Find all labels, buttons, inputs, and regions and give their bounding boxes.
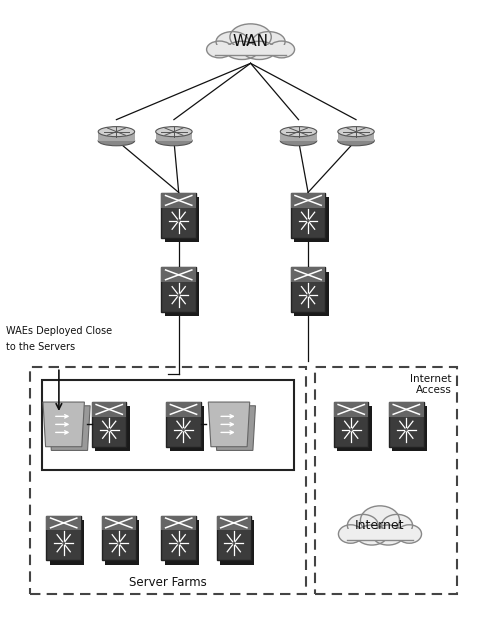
Text: WAEs Deployed Close: WAEs Deployed Close <box>6 326 112 336</box>
Ellipse shape <box>397 525 422 543</box>
Circle shape <box>405 428 408 432</box>
Bar <box>389 402 424 417</box>
Bar <box>215 45 286 55</box>
Ellipse shape <box>281 136 317 146</box>
Ellipse shape <box>156 126 192 136</box>
FancyBboxPatch shape <box>389 402 424 447</box>
Polygon shape <box>43 402 84 447</box>
FancyBboxPatch shape <box>291 193 325 238</box>
Ellipse shape <box>243 41 276 60</box>
Polygon shape <box>208 402 250 447</box>
Bar <box>161 516 196 530</box>
Bar <box>102 516 136 530</box>
Text: Server Farms: Server Farms <box>129 576 207 589</box>
Ellipse shape <box>338 525 363 543</box>
Bar <box>215 45 286 56</box>
FancyBboxPatch shape <box>291 267 325 312</box>
Ellipse shape <box>356 525 388 545</box>
Circle shape <box>307 293 309 297</box>
Bar <box>347 529 414 541</box>
Text: Internet: Internet <box>355 519 405 532</box>
FancyBboxPatch shape <box>220 520 254 564</box>
Bar <box>46 516 81 530</box>
Bar <box>216 516 251 530</box>
FancyBboxPatch shape <box>95 406 130 451</box>
FancyBboxPatch shape <box>337 406 372 451</box>
Text: to the Servers: to the Servers <box>6 342 75 352</box>
Ellipse shape <box>230 24 271 50</box>
Ellipse shape <box>348 515 378 536</box>
Text: Internet
Access: Internet Access <box>410 374 452 395</box>
FancyBboxPatch shape <box>102 516 136 560</box>
FancyBboxPatch shape <box>165 520 200 564</box>
Bar <box>98 131 134 141</box>
Ellipse shape <box>98 126 134 136</box>
Ellipse shape <box>98 136 134 146</box>
Ellipse shape <box>226 41 258 60</box>
Circle shape <box>118 541 120 545</box>
Bar <box>338 131 374 141</box>
Ellipse shape <box>156 136 192 146</box>
Bar <box>161 267 196 282</box>
Bar <box>161 193 196 208</box>
FancyBboxPatch shape <box>294 197 329 242</box>
Bar <box>291 193 325 208</box>
Polygon shape <box>49 406 90 450</box>
Circle shape <box>350 428 353 432</box>
Ellipse shape <box>338 136 374 146</box>
FancyBboxPatch shape <box>161 267 196 312</box>
Ellipse shape <box>252 32 285 52</box>
Bar <box>347 529 414 541</box>
Bar <box>156 131 192 141</box>
Bar <box>92 402 126 417</box>
Circle shape <box>177 541 180 545</box>
Circle shape <box>177 293 180 297</box>
Circle shape <box>108 428 110 432</box>
Circle shape <box>232 541 235 545</box>
Bar <box>281 131 317 141</box>
Bar <box>166 402 201 417</box>
FancyBboxPatch shape <box>161 193 196 238</box>
Circle shape <box>182 428 185 432</box>
FancyBboxPatch shape <box>50 520 84 564</box>
FancyBboxPatch shape <box>92 402 126 447</box>
FancyBboxPatch shape <box>334 402 368 447</box>
Bar <box>291 267 325 282</box>
Circle shape <box>307 219 309 222</box>
Text: WAN: WAN <box>233 34 268 49</box>
Ellipse shape <box>216 32 249 52</box>
FancyBboxPatch shape <box>392 406 427 451</box>
Ellipse shape <box>373 525 403 545</box>
FancyBboxPatch shape <box>165 197 200 242</box>
Ellipse shape <box>281 126 317 136</box>
Circle shape <box>177 219 180 222</box>
Circle shape <box>62 541 65 545</box>
FancyBboxPatch shape <box>46 516 81 560</box>
FancyBboxPatch shape <box>105 520 139 564</box>
FancyBboxPatch shape <box>216 516 251 560</box>
Polygon shape <box>214 406 255 450</box>
Ellipse shape <box>268 41 295 58</box>
FancyBboxPatch shape <box>170 406 204 451</box>
Ellipse shape <box>361 506 400 535</box>
FancyBboxPatch shape <box>165 272 200 316</box>
FancyBboxPatch shape <box>161 516 196 560</box>
Ellipse shape <box>338 126 374 136</box>
Ellipse shape <box>382 515 413 536</box>
Ellipse shape <box>207 41 232 58</box>
FancyBboxPatch shape <box>294 272 329 316</box>
Bar <box>334 402 368 417</box>
FancyBboxPatch shape <box>166 402 201 447</box>
